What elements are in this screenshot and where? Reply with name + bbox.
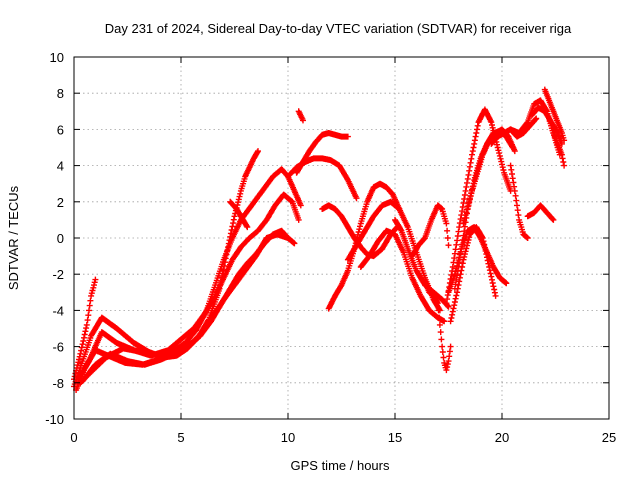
y-tick-label: 0 bbox=[57, 231, 64, 246]
y-tick-label: 2 bbox=[57, 195, 64, 210]
y-axis-label: SDTVAR / TECUs bbox=[6, 185, 21, 290]
series-t5 bbox=[77, 231, 291, 386]
plus-marker bbox=[77, 231, 291, 386]
series-t27 bbox=[541, 86, 568, 144]
x-tick-label: 0 bbox=[70, 430, 77, 445]
x-tick-label: 20 bbox=[495, 430, 509, 445]
series-t29 bbox=[529, 104, 565, 147]
x-tick-label: 5 bbox=[177, 430, 184, 445]
plus-marker bbox=[507, 162, 531, 241]
series-t6 bbox=[79, 227, 298, 384]
plus-marker bbox=[344, 198, 443, 314]
x-axis-label: GPS time / hours bbox=[291, 458, 390, 473]
x-tick-label: 10 bbox=[281, 430, 295, 445]
y-tick-label: 6 bbox=[57, 122, 64, 137]
series-t7 bbox=[227, 198, 251, 231]
series-t24 bbox=[507, 162, 531, 241]
plus-marker bbox=[409, 202, 452, 260]
plus-marker bbox=[524, 202, 557, 223]
y-tick-label: -6 bbox=[52, 340, 64, 355]
y-ticks: -10 -8 -6 -4 -2 0 2 4 6 8 10 bbox=[45, 50, 609, 427]
y-tick-label: -4 bbox=[52, 303, 64, 318]
series-t26 bbox=[524, 202, 557, 223]
x-tick-label: 25 bbox=[602, 430, 616, 445]
y-tick-label: 8 bbox=[57, 86, 64, 101]
series-t10 bbox=[285, 155, 360, 202]
y-tick-label: 4 bbox=[57, 159, 64, 174]
x-ticks: 0 5 10 15 20 25 bbox=[70, 57, 616, 445]
plus-marker bbox=[357, 227, 448, 325]
x-tick-label: 15 bbox=[388, 430, 402, 445]
plus-marker bbox=[447, 224, 499, 325]
y-tick-label: 10 bbox=[50, 50, 64, 65]
chart-title: Day 231 of 2024, Sidereal Day-to-day VTE… bbox=[105, 21, 572, 36]
plus-marker bbox=[227, 198, 251, 231]
series-t19 bbox=[447, 224, 499, 325]
y-tick-label: -10 bbox=[45, 412, 64, 427]
series-t17 bbox=[422, 278, 454, 374]
plus-marker bbox=[529, 104, 565, 147]
series-t14 bbox=[357, 227, 448, 325]
series-t16 bbox=[409, 202, 452, 260]
series-t8 bbox=[295, 108, 306, 124]
plus-marker bbox=[285, 155, 360, 202]
plus-marker bbox=[422, 278, 454, 374]
data-markers bbox=[71, 86, 568, 393]
plus-marker bbox=[295, 108, 306, 124]
plus-marker bbox=[541, 86, 568, 144]
y-tick-label: -2 bbox=[52, 267, 64, 282]
plus-marker bbox=[79, 227, 298, 384]
series-t13 bbox=[344, 198, 443, 314]
y-tick-label: -8 bbox=[52, 376, 64, 391]
